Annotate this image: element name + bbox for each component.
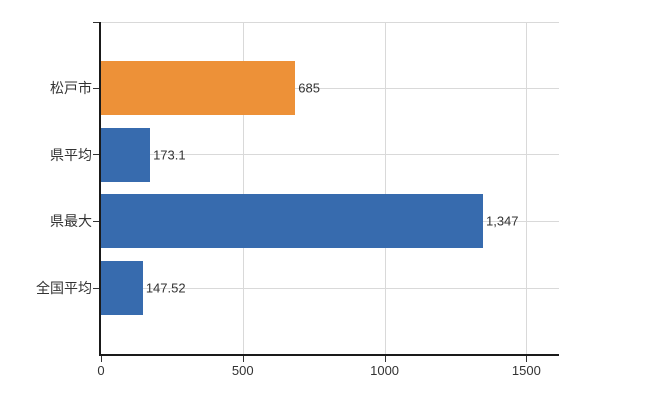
- bar-1[interactable]: [101, 61, 296, 115]
- bar-2[interactable]: [101, 127, 151, 182]
- x-axis-tick: [384, 356, 386, 362]
- bar-value-label: 147.52: [145, 280, 186, 296]
- bar-value-label: 173.1: [153, 147, 186, 163]
- gridline-vertical: [384, 22, 386, 355]
- x-tick-label: 500: [231, 363, 254, 378]
- x-axis-line: [99, 354, 559, 356]
- category-label: 県平均: [50, 146, 92, 163]
- y-axis-tick: [93, 21, 99, 23]
- bar-3[interactable]: [101, 194, 483, 249]
- y-axis-tick: [93, 87, 99, 89]
- x-tick-label: 1000: [370, 363, 400, 378]
- gridline-horizontal: [101, 21, 559, 23]
- x-axis-tick: [526, 356, 528, 362]
- category-label: 県最大: [50, 213, 92, 230]
- x-tick-label: 1500: [511, 363, 541, 378]
- x-tick-label: 0: [97, 363, 105, 378]
- gridline-horizontal: [101, 154, 559, 156]
- y-axis-tick: [93, 287, 99, 289]
- gridline-vertical: [242, 22, 244, 355]
- category-label: 松戸市: [50, 80, 92, 96]
- gridline-vertical: [526, 22, 528, 355]
- y-axis-tick: [93, 220, 99, 222]
- gridline-horizontal: [101, 87, 559, 89]
- y-axis-tick: [93, 154, 99, 156]
- x-axis-tick: [101, 356, 102, 362]
- bar-value-label: 685: [298, 80, 320, 96]
- y-axis-line: [99, 22, 101, 355]
- bar-4[interactable]: [101, 261, 143, 316]
- x-axis-tick: [242, 356, 244, 362]
- bar-value-label: 1,347: [485, 213, 519, 229]
- gridline-horizontal: [101, 287, 559, 289]
- category-label: 全国平均: [36, 280, 92, 297]
